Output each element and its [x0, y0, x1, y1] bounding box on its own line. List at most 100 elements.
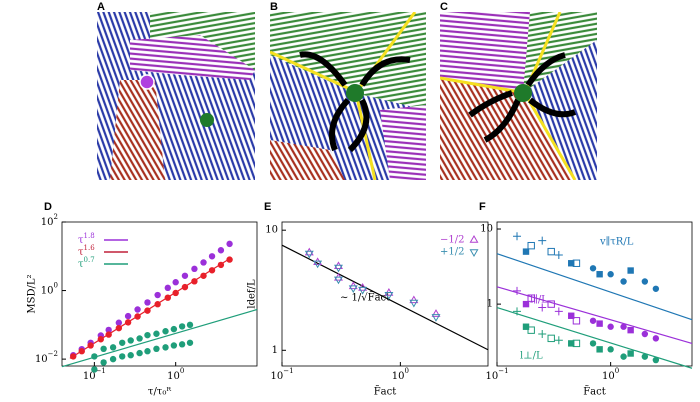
- series-label: l⊥/L: [520, 351, 543, 362]
- tick-label: 10−1: [83, 367, 106, 382]
- point: [409, 299, 419, 308]
- point: [589, 317, 597, 324]
- point: [119, 353, 126, 360]
- panel-label: E: [264, 201, 271, 213]
- plot-frame: [61, 221, 258, 367]
- point: [572, 339, 581, 348]
- point: [153, 345, 160, 353]
- point: [652, 335, 660, 342]
- point: [124, 312, 132, 320]
- series-label: l∥/L: [530, 294, 548, 306]
- tick-label-base: 10: [41, 285, 54, 296]
- tick-label-base: 10: [270, 371, 283, 382]
- point: [178, 323, 186, 330]
- point: [589, 340, 597, 347]
- plot-frame: [281, 221, 489, 367]
- fit-line: [496, 253, 693, 321]
- x-axis-label: F̃act: [374, 386, 397, 398]
- point: [572, 259, 581, 267]
- tick-label-exponent: −1: [283, 367, 293, 375]
- point: [200, 259, 207, 266]
- point: [109, 344, 117, 351]
- point: [589, 265, 597, 272]
- point: [620, 278, 627, 285]
- point: [191, 278, 198, 285]
- tick-label-exponent: 0: [615, 367, 619, 375]
- point: [348, 285, 358, 294]
- point: [554, 307, 563, 316]
- point: [527, 241, 535, 250]
- point: [522, 300, 530, 308]
- tick-label: 10: [265, 225, 278, 236]
- point: [208, 267, 216, 274]
- point: [596, 346, 603, 353]
- point: [136, 335, 143, 342]
- legend-exponent: 1.6: [84, 244, 96, 252]
- point: [527, 294, 535, 302]
- point: [334, 276, 343, 285]
- legend-label: −1/2: [440, 235, 464, 246]
- point: [409, 295, 419, 304]
- tick-label-exponent: −1: [498, 367, 508, 375]
- tick-label: 10: [480, 224, 493, 235]
- legend-exponent: 0.7: [84, 256, 95, 264]
- point: [181, 283, 189, 291]
- plot-frame: [496, 221, 693, 367]
- legend-base: τ: [78, 259, 84, 270]
- point: [100, 345, 107, 353]
- point: [172, 289, 179, 297]
- point: [627, 267, 634, 274]
- point: [127, 337, 134, 344]
- point: [641, 330, 649, 338]
- point: [115, 319, 123, 326]
- point: [87, 342, 94, 349]
- point: [144, 348, 151, 355]
- point: [641, 353, 649, 360]
- point: [172, 279, 179, 286]
- y-axis-label: ldef/L: [247, 279, 258, 309]
- point: [469, 249, 479, 257]
- snapshot-a: [97, 12, 255, 180]
- point: [70, 353, 77, 360]
- point: [91, 353, 98, 360]
- tick-label-base: 10: [602, 371, 615, 382]
- point: [607, 271, 614, 278]
- tick-label-exponent: 0: [54, 282, 58, 290]
- tick-label: 10−1: [485, 367, 508, 382]
- fit-line: [496, 306, 693, 369]
- point: [154, 301, 161, 308]
- y-axis-label: MSD/L²: [27, 274, 38, 313]
- point: [334, 264, 343, 273]
- point: [384, 292, 394, 300]
- tick-label-base: 10: [392, 371, 405, 382]
- tick-label: 1: [487, 299, 493, 310]
- panel-label: A: [97, 1, 105, 13]
- point: [124, 319, 132, 326]
- tick-label-base: 10: [83, 371, 96, 382]
- series-label: v∥τR/L: [599, 236, 634, 248]
- legend-label: τ0.7: [78, 256, 95, 270]
- legend-exponent: 1.8: [84, 232, 95, 240]
- point: [596, 271, 603, 278]
- point: [217, 261, 225, 269]
- tick-label-base: 10: [485, 371, 498, 382]
- point: [226, 240, 233, 248]
- point: [538, 330, 547, 339]
- point: [136, 349, 143, 357]
- point: [627, 350, 634, 357]
- point: [652, 285, 660, 292]
- point: [513, 286, 522, 295]
- tick-label-base: 10: [41, 217, 54, 228]
- point: [620, 323, 627, 330]
- tick-label-exponent: −1: [96, 367, 106, 375]
- tick-label-base: 10: [35, 354, 48, 365]
- point: [144, 299, 151, 306]
- tick-label-exponent: 0: [180, 367, 184, 375]
- point: [170, 325, 178, 333]
- tick-label-exponent: −2: [48, 350, 58, 358]
- point: [513, 307, 522, 316]
- point: [127, 352, 134, 359]
- tick-label: 102: [41, 213, 58, 228]
- legend-base: τ: [78, 247, 84, 258]
